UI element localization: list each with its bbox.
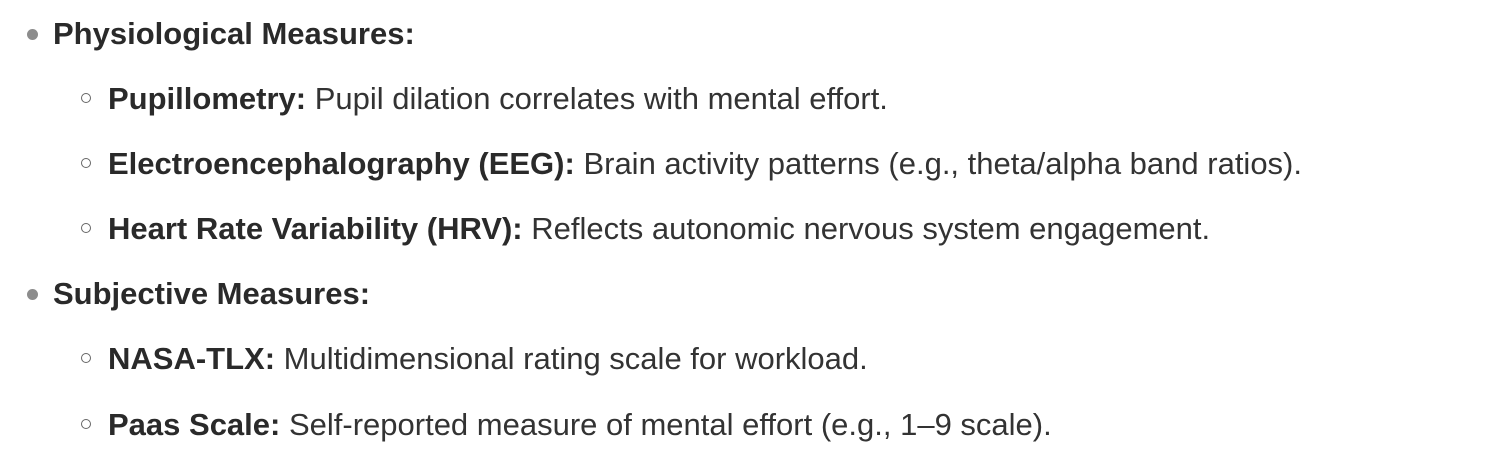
circle-bullet-icon	[81, 353, 91, 363]
term-description: Multidimensional rating scale for worklo…	[275, 341, 868, 376]
list-item-text: Pupillometry: Pupil dilation correlates …	[108, 79, 888, 119]
list-item-text: Heart Rate Variability (HRV): Reflects a…	[108, 209, 1210, 249]
circle-bullet-icon	[81, 158, 91, 168]
term-label: Pupillometry:	[108, 81, 307, 116]
term-description: Reflects autonomic nervous system engage…	[522, 211, 1211, 246]
circle-bullet-icon	[81, 93, 91, 103]
section-heading: Physiological Measures:	[53, 16, 415, 51]
term-label: NASA-TLX:	[108, 341, 276, 376]
list-item-text: Electroencephalography (EEG): Brain acti…	[108, 144, 1302, 184]
term-label: Heart Rate Variability (HRV):	[108, 211, 523, 246]
list-item-text: Paas Scale: Self-reported measure of men…	[108, 405, 1052, 445]
list-item-text: Physiological Measures:	[53, 14, 415, 54]
circle-bullet-icon	[81, 223, 91, 233]
term-description: Pupil dilation correlates with mental ef…	[306, 81, 888, 116]
bullet-icon	[27, 289, 38, 300]
list-item-text: Subjective Measures:	[53, 274, 370, 314]
list-item-text: NASA-TLX: Multidimensional rating scale …	[108, 339, 868, 379]
term-label: Paas Scale:	[108, 407, 281, 442]
term-description: Brain activity patterns (e.g., theta/alp…	[574, 146, 1302, 181]
bullet-icon	[27, 29, 38, 40]
term-label: Electroencephalography (EEG):	[108, 146, 575, 181]
term-description: Self-reported measure of mental effort (…	[280, 407, 1052, 442]
circle-bullet-icon	[81, 419, 91, 429]
section-heading: Subjective Measures:	[53, 276, 371, 311]
